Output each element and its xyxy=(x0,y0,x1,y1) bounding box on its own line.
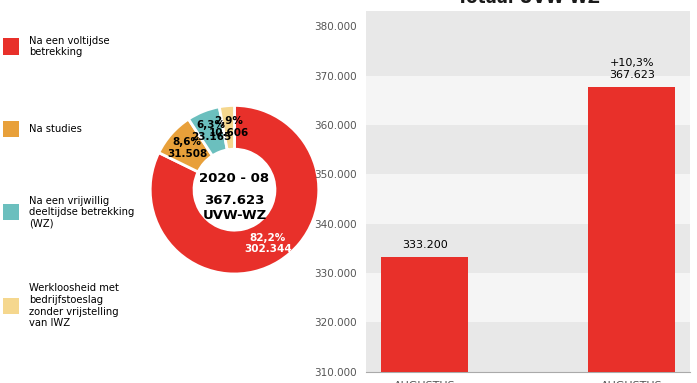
Bar xyxy=(367,125,690,174)
Bar xyxy=(381,257,468,383)
FancyBboxPatch shape xyxy=(3,298,19,314)
Text: Werkloosheid met
bedrijfstoeslag
zonder vrijstelling
van IWZ: Werkloosheid met bedrijfstoeslag zonder … xyxy=(29,283,118,328)
FancyBboxPatch shape xyxy=(3,121,19,137)
Text: Na studies: Na studies xyxy=(29,124,82,134)
Bar xyxy=(367,273,690,322)
Text: Na een voltijdse
betrekking: Na een voltijdse betrekking xyxy=(29,36,109,57)
Title: Totaal UVW-WZ: Totaal UVW-WZ xyxy=(457,0,599,7)
Text: Na een vrijwillig
deeltijdse betrekking
(WZ): Na een vrijwillig deeltijdse betrekking … xyxy=(29,196,135,229)
Bar xyxy=(588,87,675,383)
Text: 333.200: 333.200 xyxy=(401,240,447,250)
FancyBboxPatch shape xyxy=(3,38,19,55)
FancyBboxPatch shape xyxy=(3,204,19,220)
Bar xyxy=(367,174,690,224)
Bar xyxy=(367,75,690,125)
Bar xyxy=(381,257,468,383)
Bar xyxy=(588,87,675,383)
Bar xyxy=(367,11,690,26)
Bar xyxy=(367,26,690,75)
Bar xyxy=(367,322,690,372)
Text: +10,3%
367.623: +10,3% 367.623 xyxy=(609,58,654,80)
Bar xyxy=(367,224,690,273)
